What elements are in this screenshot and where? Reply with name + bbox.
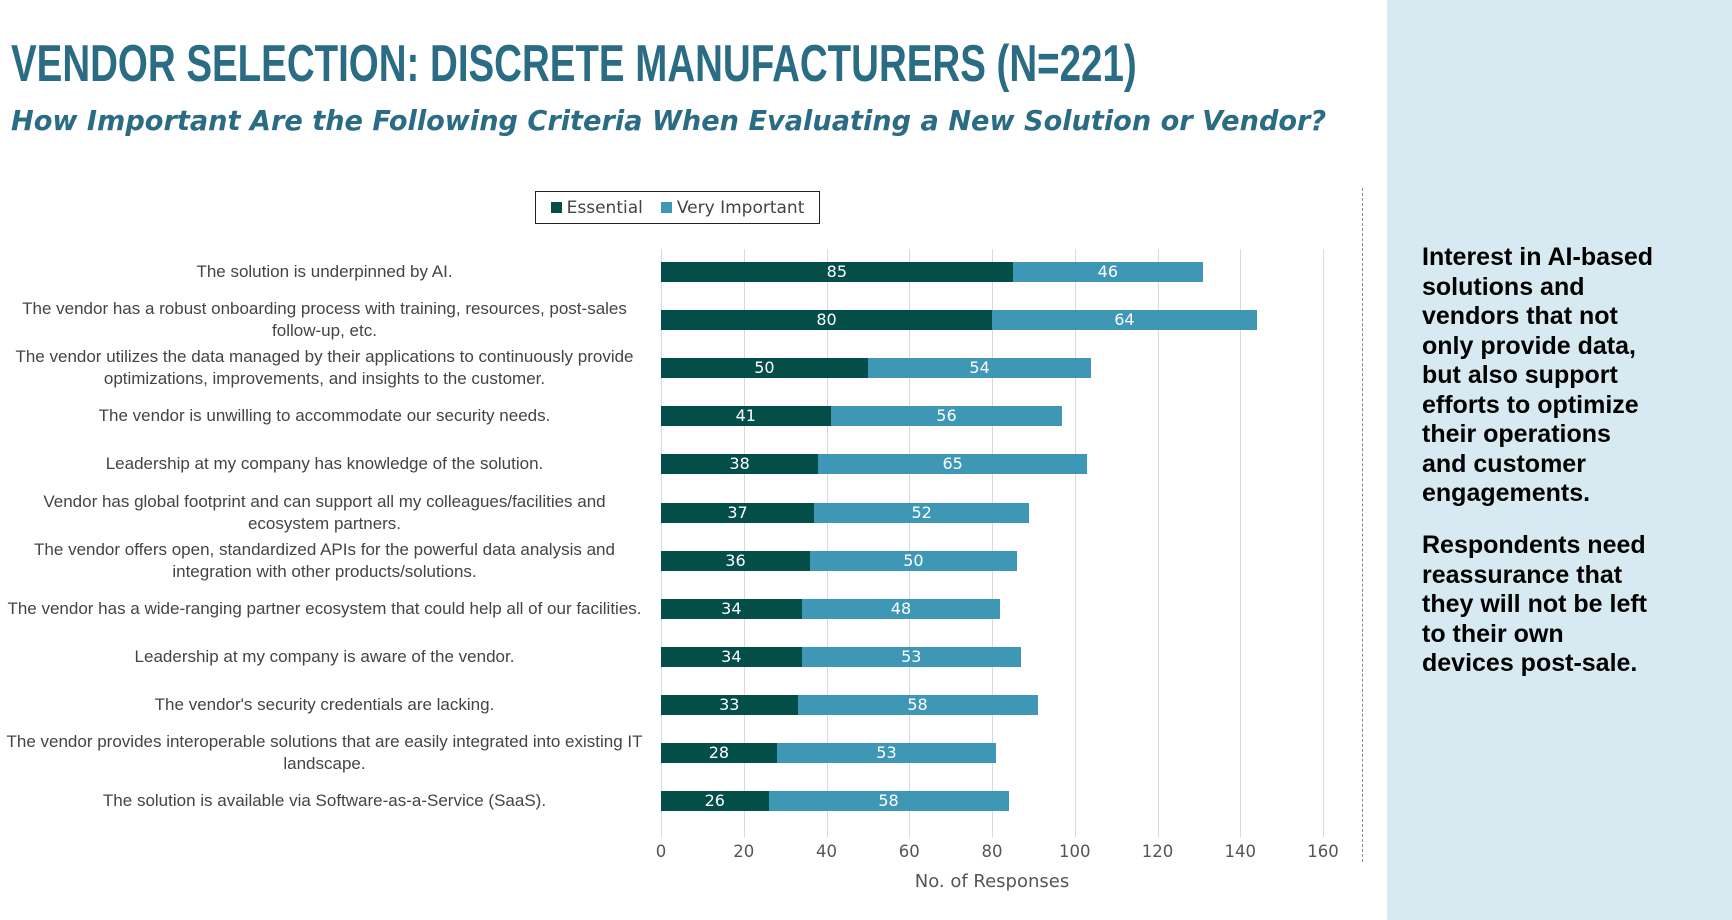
legend-item-essential: Essential — [550, 197, 643, 218]
bar-essential — [661, 598, 802, 619]
page-subtitle: How Important Are the Following Criteria… — [11, 104, 1327, 137]
bar-essential — [661, 262, 1013, 282]
bar-essential — [661, 791, 769, 812]
page-title: VENDOR SELECTION: DISCRETE MANUFACTURERS… — [11, 35, 1137, 93]
legend-swatch-essential — [550, 202, 562, 213]
data-label: 41 — [735, 406, 756, 426]
gridline — [1074, 249, 1076, 837]
bar-very-important — [797, 694, 1038, 715]
legend-item-very-important: Very Important — [660, 197, 805, 218]
data-label: 65 — [942, 454, 963, 474]
legend-swatch-very-important — [660, 202, 672, 213]
bar-very-important — [776, 743, 997, 763]
gridline — [1157, 249, 1159, 837]
data-label: 80 — [816, 310, 837, 330]
gridline — [1240, 249, 1242, 837]
insight-text: Interest in AI-based solutions and vendo… — [1422, 243, 1654, 507]
bar-essential — [661, 646, 802, 667]
data-label: 36 — [725, 550, 746, 570]
bar-very-important — [818, 454, 1088, 475]
x-tick-label: 0 — [655, 842, 667, 861]
bar-essential — [661, 310, 992, 331]
insights-panel — [1387, 0, 1732, 920]
data-label: 50 — [754, 358, 775, 378]
bar-very-important — [814, 502, 1030, 523]
legend-label: Essential — [566, 197, 643, 218]
category-label: Vendor has global footprint and can supp… — [43, 491, 606, 533]
x-tick-label: 60 — [898, 842, 920, 861]
bar-very-important — [809, 550, 1017, 571]
bar-very-important — [801, 646, 1021, 667]
category-label: The vendor is unwilling to accommodate o… — [98, 406, 551, 426]
data-label: 33 — [719, 694, 740, 714]
data-label: 85 — [826, 262, 848, 281]
data-label: 37 — [727, 502, 748, 522]
category-label: The vendor has a robust onboarding proce… — [22, 299, 627, 341]
data-label: 28 — [708, 743, 730, 762]
bar-very-important — [768, 791, 1009, 812]
x-tick-label: 160 — [1307, 842, 1339, 861]
bar-essential — [661, 694, 798, 715]
category-label: The vendor offers open, standardized API… — [34, 539, 615, 581]
x-axis-label: No. of Responses — [914, 871, 1070, 892]
category-label: The solution is available via Software-a… — [102, 791, 547, 811]
data-label: 56 — [936, 406, 957, 426]
category-label: The solution is underpinned by AI. — [196, 262, 453, 281]
category-label: Leadership at my company is aware of the… — [134, 646, 515, 666]
category-label: The vendor provides interoperable soluti… — [6, 732, 643, 773]
bar-very-important — [867, 358, 1092, 379]
bar-essential — [661, 406, 831, 427]
category-label: The vendor's security credentials are la… — [154, 694, 495, 714]
data-label: 58 — [907, 694, 928, 714]
bar-very-important — [992, 310, 1257, 331]
data-label: 34 — [721, 646, 742, 666]
data-label: 54 — [969, 358, 990, 378]
data-label: 26 — [704, 791, 725, 811]
x-tick-label: 100 — [1059, 842, 1091, 861]
legend-label: Very Important — [676, 197, 805, 218]
data-label: 58 — [878, 791, 899, 811]
data-label: 38 — [729, 454, 750, 474]
gridline — [826, 249, 828, 837]
data-label: 52 — [911, 502, 932, 522]
bar-essential — [661, 550, 810, 571]
category-label: The vendor has a wide-ranging partner ec… — [7, 598, 642, 618]
bar-essential — [661, 454, 819, 475]
gridline — [743, 249, 745, 837]
bar-essential — [661, 358, 868, 379]
x-tick-label: 20 — [733, 842, 755, 861]
bar-essential — [661, 502, 815, 523]
x-tick-label: 140 — [1224, 842, 1257, 861]
divider-line — [1362, 188, 1363, 862]
data-label: 48 — [890, 598, 912, 618]
gridline — [909, 249, 911, 837]
bar-very-important — [801, 598, 1001, 619]
gridline — [992, 249, 993, 837]
x-tick-label: 40 — [816, 842, 837, 861]
gridline — [1323, 249, 1324, 837]
category-label: Leadership at my company has knowledge o… — [105, 454, 544, 474]
data-label: 46 — [1097, 262, 1119, 281]
chart-legend: Essential Very Important — [535, 191, 820, 224]
data-label: 50 — [903, 550, 924, 570]
data-label: 53 — [876, 743, 897, 762]
data-label: 64 — [1114, 310, 1135, 330]
bar-essential — [661, 743, 777, 763]
data-label: 34 — [721, 598, 742, 618]
x-tick-label: 120 — [1141, 842, 1174, 861]
x-tick-label: 80 — [981, 842, 1003, 861]
data-label: 53 — [901, 646, 922, 666]
category-label: The vendor utilizes the data managed by … — [15, 347, 634, 389]
insight-text: Respondents need reassurance that they w… — [1422, 531, 1648, 677]
bar-very-important — [830, 406, 1063, 427]
gridline — [661, 249, 662, 837]
bar-very-important — [1012, 262, 1203, 282]
